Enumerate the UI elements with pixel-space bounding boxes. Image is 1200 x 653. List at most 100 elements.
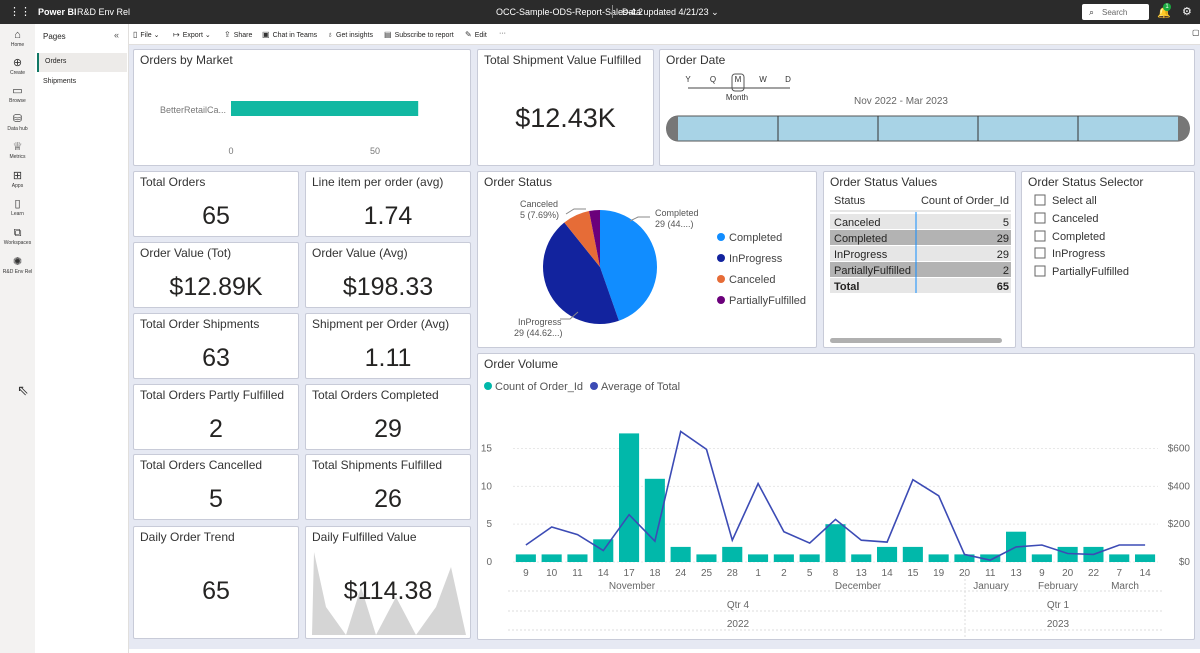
chat-in-teams-button[interactable]: ▣ Chat in Teams xyxy=(262,30,317,39)
kpi-card[interactable]: Total Order Shipments 63 xyxy=(133,313,299,379)
nav-metrics[interactable]: ♕ Metrics xyxy=(0,141,35,160)
volume-bar[interactable] xyxy=(902,546,923,562)
bookmark-icon[interactable]: ▢ xyxy=(1192,28,1200,37)
page-tab-shipments[interactable]: Shipments xyxy=(37,73,127,92)
nav-learn[interactable]: ▯ Learn xyxy=(0,198,35,217)
volume-bar[interactable] xyxy=(928,554,949,562)
checkbox[interactable] xyxy=(1034,212,1046,224)
checkbox[interactable] xyxy=(1034,265,1046,277)
legend-partiallyfulfilled[interactable]: PartiallyFulfilled xyxy=(729,295,806,307)
volume-bar[interactable] xyxy=(541,554,562,562)
column-header[interactable]: Status xyxy=(834,195,866,207)
option-label[interactable]: InProgress xyxy=(1052,248,1106,260)
volume-bar[interactable] xyxy=(670,546,691,562)
search-box[interactable]: ⌕ Search xyxy=(1082,4,1149,20)
legend-average[interactable]: Average of Total xyxy=(601,381,680,393)
volume-bar[interactable] xyxy=(1135,554,1156,562)
table-row[interactable] xyxy=(830,214,1011,229)
nav-create[interactable]: ⊕ Create xyxy=(0,57,35,76)
average-total-line[interactable] xyxy=(525,430,1146,561)
volume-bar[interactable] xyxy=(825,524,846,562)
order-volume-visual[interactable]: Order Volume Count of Order_Id Average o… xyxy=(477,353,1195,640)
orders-by-market-visual[interactable]: Orders by Market BetterRetailCa... 0 50 xyxy=(133,49,471,166)
volume-bar[interactable] xyxy=(696,554,717,562)
table-row[interactable] xyxy=(830,246,1011,261)
option-label[interactable]: Canceled xyxy=(1052,213,1098,225)
timeline-start-handle[interactable] xyxy=(666,116,678,141)
timeline-end-handle[interactable] xyxy=(1178,116,1190,141)
pie-slice-completed[interactable] xyxy=(600,210,658,321)
kpi-card[interactable]: Total Shipments Fulfilled 26 xyxy=(305,454,471,520)
volume-bar[interactable] xyxy=(851,554,872,562)
option-label[interactable]: PartiallyFulfilled xyxy=(1052,266,1129,278)
market-bar[interactable] xyxy=(231,101,419,116)
order-date-slicer[interactable]: Order Date Y Q M W D Month Nov 2022 - Ma… xyxy=(659,49,1195,166)
level-w[interactable]: W xyxy=(759,75,767,84)
volume-bar[interactable] xyxy=(644,478,665,562)
pie-slice-partiallyfulfilled[interactable] xyxy=(589,210,600,267)
nav-data-hub[interactable]: ⛁ Data hub xyxy=(0,113,35,132)
kpi-card[interactable]: Daily Fulfilled Value $114.38 xyxy=(305,526,471,639)
nav-workspaces[interactable]: ⧉ Workspaces xyxy=(0,227,35,246)
level-q[interactable]: Q xyxy=(710,75,716,84)
data-updated-dropdown[interactable]: Data updated 4/21/23 ⌄ xyxy=(622,7,719,18)
volume-bar[interactable] xyxy=(773,554,794,562)
kpi-card[interactable]: Order Value (Tot) $12.89K xyxy=(133,242,299,308)
kpi-card[interactable]: Daily Order Trend 65 xyxy=(133,526,299,639)
kpi-card[interactable]: Shipment per Order (Avg) 1.11 xyxy=(305,313,471,379)
legend-inprogress[interactable]: InProgress xyxy=(729,253,783,265)
volume-bar[interactable] xyxy=(1057,546,1078,562)
kpi-card[interactable]: Total Orders Completed 29 xyxy=(305,384,471,450)
more-options-button[interactable]: ··· xyxy=(499,30,506,37)
collapse-pages-icon[interactable]: « xyxy=(114,30,120,40)
column-header[interactable]: Count of Order_Id xyxy=(921,195,1009,207)
level-m[interactable]: M xyxy=(735,75,742,84)
order-status-selector-slicer[interactable]: Order Status Selector Select all Cancele… xyxy=(1021,171,1195,348)
legend-completed[interactable]: Completed xyxy=(729,232,782,244)
level-selector-handle[interactable] xyxy=(731,73,745,92)
volume-bar[interactable] xyxy=(799,554,820,562)
app-launcher-icon[interactable]: ⋮⋮ xyxy=(9,6,31,18)
volume-bar[interactable] xyxy=(515,554,536,562)
order-status-table-visual[interactable]: Order Status Values Status Count of Orde… xyxy=(823,171,1016,348)
nav-current-workspace[interactable]: ✺ R&D Env Rel xyxy=(0,256,35,275)
nav-home[interactable]: ⌂ Home xyxy=(0,29,35,48)
kpi-card[interactable]: Total Orders Partly Fulfilled 2 xyxy=(133,384,299,450)
table-row[interactable] xyxy=(830,262,1011,277)
volume-bar[interactable] xyxy=(722,546,743,562)
checkbox[interactable] xyxy=(1034,247,1046,259)
volume-bar[interactable] xyxy=(748,554,769,562)
pie-slice-inprogress[interactable] xyxy=(543,222,619,325)
pie-slice-canceled[interactable] xyxy=(564,211,600,267)
option-label[interactable]: Select all xyxy=(1052,195,1097,207)
file-menu[interactable]: ▯ File ⌄ xyxy=(133,30,160,39)
option-label[interactable]: Completed xyxy=(1052,231,1105,243)
subscribe-button[interactable]: ▤ Subscribe to report xyxy=(384,30,454,39)
edit-button[interactable]: ✎ Edit xyxy=(465,30,487,39)
get-insights-button[interactable]: ♁ Get insights xyxy=(327,30,373,39)
legend-count[interactable]: Count of Order_Id xyxy=(495,381,583,393)
kpi-card[interactable]: Total Orders Cancelled 5 xyxy=(133,454,299,520)
volume-bar[interactable] xyxy=(877,546,898,562)
horizontal-scrollbar[interactable] xyxy=(830,338,1002,343)
volume-bar[interactable] xyxy=(1109,554,1130,562)
volume-bar[interactable] xyxy=(1031,554,1052,562)
timeline-track[interactable] xyxy=(666,115,1190,142)
volume-bar[interactable] xyxy=(567,554,588,562)
kpi-card[interactable]: Order Value (Avg) $198.33 xyxy=(305,242,471,308)
page-tab-orders[interactable]: Orders xyxy=(37,53,127,72)
checkbox[interactable] xyxy=(1034,194,1046,206)
kpi-card[interactable]: Total Orders 65 xyxy=(133,171,299,237)
kpi-total-shipment-value[interactable]: Total Shipment Value Fulfilled $12.43K xyxy=(477,49,654,166)
app-name[interactable]: Power BI xyxy=(38,7,77,17)
share-button[interactable]: ⇪ Share xyxy=(224,30,252,39)
nav-apps[interactable]: ⊞ Apps xyxy=(0,170,35,189)
volume-bar[interactable] xyxy=(954,554,975,562)
legend-canceled[interactable]: Canceled xyxy=(729,274,775,286)
table-row[interactable] xyxy=(830,230,1011,245)
volume-bar[interactable] xyxy=(619,433,640,562)
settings-gear-icon[interactable]: ⚙ xyxy=(1182,6,1192,18)
order-status-pie-visual[interactable]: Order Status Canceled 5 (7.69%) Complete… xyxy=(477,171,817,348)
level-d[interactable]: D xyxy=(785,75,791,84)
level-y[interactable]: Y xyxy=(685,75,691,84)
